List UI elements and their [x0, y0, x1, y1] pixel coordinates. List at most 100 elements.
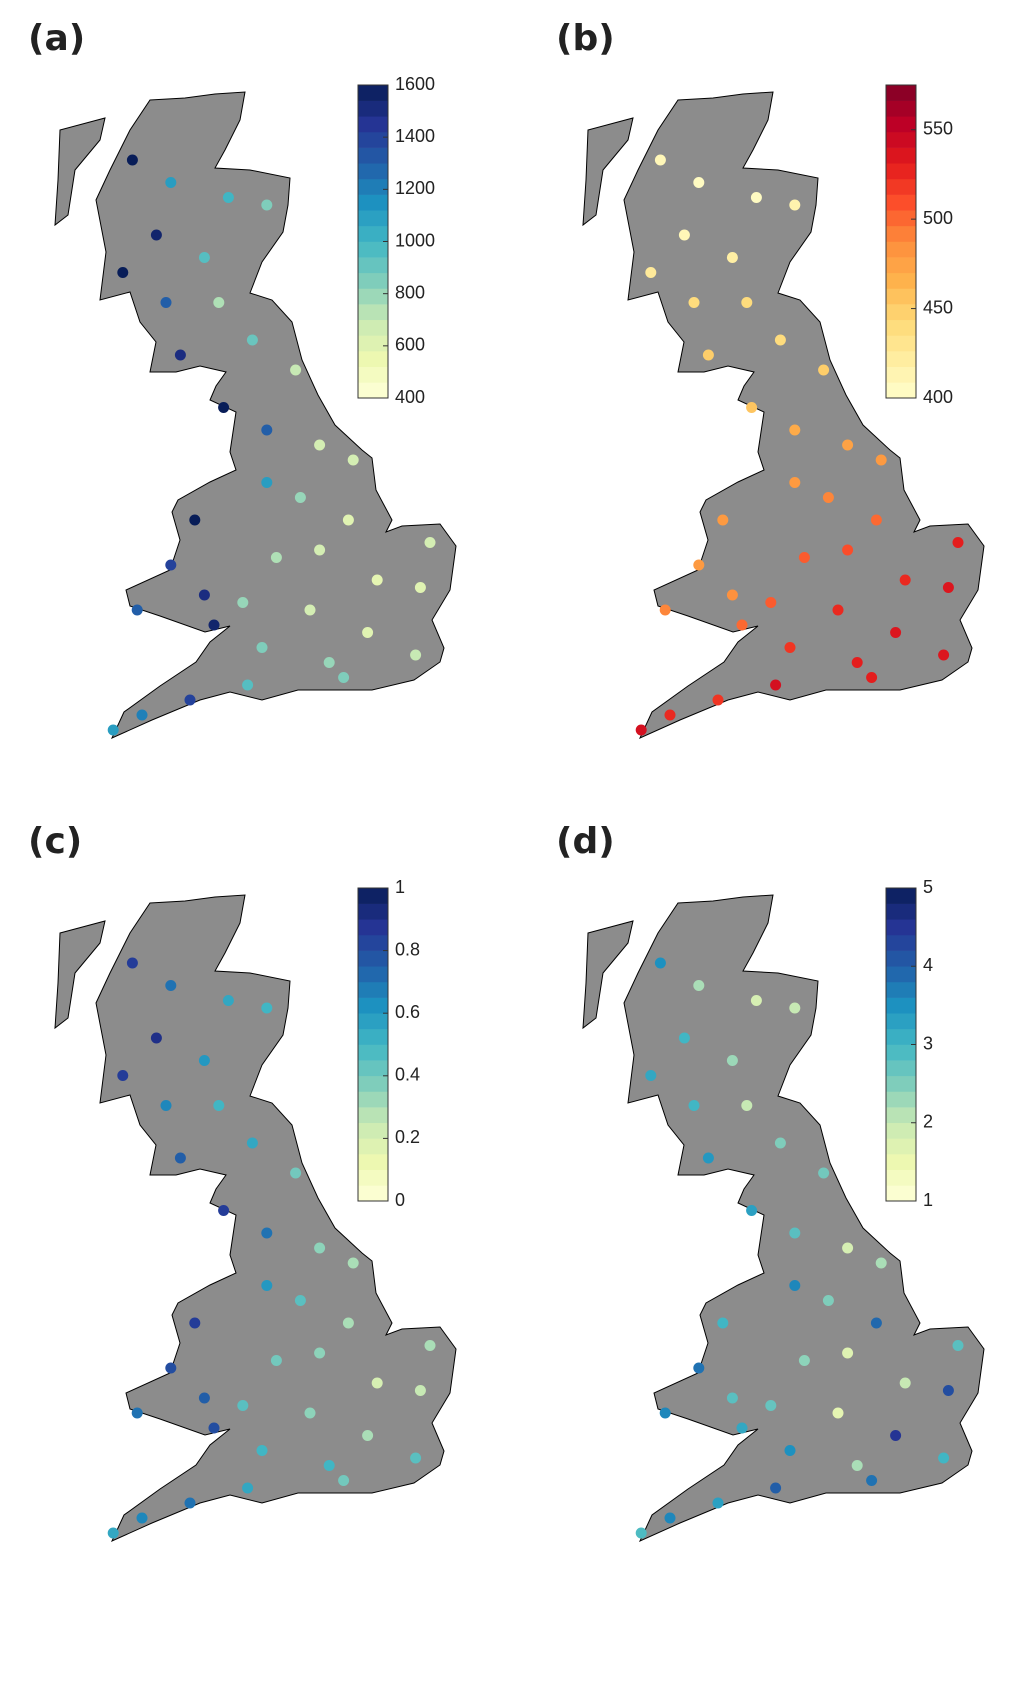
- station-dot: [851, 657, 863, 668]
- colorbar-band: [358, 1169, 388, 1186]
- station-dot: [338, 672, 350, 683]
- colorbar-band: [358, 1091, 388, 1108]
- station-dot: [256, 642, 268, 653]
- station-dot: [237, 1400, 249, 1411]
- station-dot: [942, 1385, 954, 1396]
- station-dot: [664, 1512, 676, 1524]
- colorbar-band: [886, 85, 916, 101]
- colorbar-band: [886, 997, 916, 1014]
- colorbar-band: [358, 319, 388, 336]
- colorbar-band: [886, 382, 916, 399]
- colorbar-band: [358, 1028, 388, 1045]
- station-dot: [165, 980, 177, 991]
- station-dot: [875, 1257, 887, 1269]
- colorbar-tick-label: 2: [923, 1112, 933, 1132]
- station-dot: [774, 1137, 786, 1149]
- station-dot: [736, 619, 748, 631]
- station-dot: [770, 679, 782, 691]
- station-dot: [726, 1392, 738, 1404]
- station-dot: [717, 1317, 729, 1329]
- colorbar-band: [358, 194, 388, 211]
- map-panel: (c) 0 0.2 0.4 0.6 0.8 1: [28, 821, 457, 1542]
- station-dot: [842, 439, 854, 451]
- station-dot: [107, 724, 119, 736]
- colorbar-band: [886, 100, 916, 117]
- colorbar-band: [886, 1060, 916, 1077]
- colorbar-band: [886, 178, 916, 195]
- station-dot: [784, 642, 796, 653]
- colorbar-tick-label: 0.6: [395, 1002, 420, 1022]
- colorbar-band: [886, 241, 916, 258]
- colorbar-band: [358, 1060, 388, 1077]
- station-dot: [347, 454, 359, 466]
- colorbar-band: [886, 131, 916, 148]
- station-dot: [678, 229, 690, 241]
- station-dot: [131, 604, 143, 616]
- station-dot: [942, 582, 954, 593]
- colorbar-band: [358, 981, 388, 998]
- station-dot: [952, 537, 964, 548]
- station-dot: [338, 1475, 350, 1486]
- colorbar-band: [358, 272, 388, 289]
- station-dot: [150, 229, 162, 241]
- station-dot: [270, 1355, 282, 1366]
- colorbar-band: [886, 304, 916, 321]
- station-dot: [342, 1317, 354, 1329]
- station-dot: [414, 1385, 426, 1396]
- station-dot: [222, 192, 234, 203]
- station-dot: [198, 589, 210, 601]
- station-dot: [693, 559, 705, 571]
- station-dot: [184, 694, 196, 706]
- station-dot: [726, 1055, 738, 1066]
- colorbar-band: [358, 1075, 388, 1092]
- station-dot: [414, 582, 426, 593]
- colorbar-tick-label: 0.8: [395, 939, 420, 959]
- colorbar-band: [358, 85, 388, 101]
- station-dot: [789, 424, 801, 436]
- station-dot: [117, 1070, 129, 1081]
- station-dot: [818, 1167, 830, 1179]
- station-dot: [198, 252, 210, 263]
- station-dot: [938, 649, 950, 661]
- station-dot: [410, 649, 422, 661]
- colorbar-tick-label: 1600: [395, 74, 435, 94]
- station-dot: [314, 1242, 326, 1254]
- colorbar-band: [886, 903, 916, 920]
- colorbar-band: [886, 1122, 916, 1139]
- colorbar-band: [886, 1075, 916, 1092]
- colorbar-band: [358, 950, 388, 967]
- panel-label: (a): [28, 18, 85, 59]
- station-dot: [304, 604, 316, 616]
- station-dot: [741, 297, 753, 308]
- station-dot: [362, 627, 374, 638]
- colorbar-band: [358, 178, 388, 195]
- colorbar-band: [358, 100, 388, 117]
- colorbar-band: [358, 288, 388, 305]
- station-dot: [789, 477, 801, 488]
- colorbar-band: [886, 272, 916, 289]
- station-dot: [117, 267, 129, 278]
- colorbar-tick-label: 1000: [395, 230, 435, 250]
- station-dot: [424, 1340, 436, 1351]
- colorbar-band: [358, 351, 388, 367]
- station-dot: [107, 1527, 119, 1539]
- colorbar-band: [886, 888, 916, 904]
- colorbar-band: [886, 1013, 916, 1030]
- colorbar-band: [358, 241, 388, 258]
- station-dot: [189, 1317, 201, 1329]
- colorbar-band: [886, 966, 916, 983]
- colorbar-band: [886, 319, 916, 336]
- station-dot: [866, 1475, 878, 1486]
- station-dot: [174, 1152, 186, 1164]
- colorbar-band: [886, 351, 916, 367]
- station-dot: [294, 492, 306, 503]
- station-dot: [851, 1460, 863, 1471]
- landmass: [95, 894, 457, 1542]
- station-dot: [645, 1070, 657, 1081]
- colorbar-band: [886, 950, 916, 967]
- station-dot: [832, 1407, 844, 1419]
- station-dot: [890, 1430, 902, 1441]
- station-dot: [160, 1100, 172, 1111]
- colorbar-band: [886, 919, 916, 936]
- station-dot: [323, 657, 335, 668]
